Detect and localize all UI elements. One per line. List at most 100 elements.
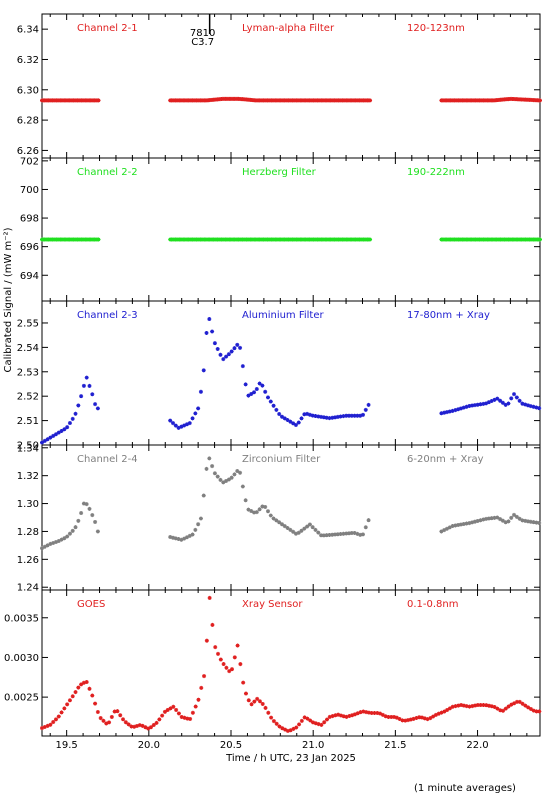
data-point xyxy=(368,98,373,103)
data-point xyxy=(79,511,84,516)
data-point xyxy=(316,530,321,535)
data-point xyxy=(238,662,243,667)
panel-4: 1.24 1.26 1.28 1.30 1.32 1.34 Channel 2-4 Zirco… xyxy=(17,443,542,594)
data-point xyxy=(478,518,483,523)
data-point xyxy=(453,408,458,413)
data-point xyxy=(53,540,58,545)
data-point xyxy=(363,407,368,412)
data-point xyxy=(179,424,184,429)
data-point xyxy=(53,717,58,722)
data-point xyxy=(464,521,469,526)
y-tick-label: 1.30 xyxy=(17,499,39,510)
data-point xyxy=(484,516,489,521)
data-point xyxy=(254,510,259,515)
data-point xyxy=(335,414,340,419)
data-point xyxy=(238,345,243,350)
data-point xyxy=(299,718,304,723)
data-point xyxy=(62,706,67,711)
data-point xyxy=(472,403,477,408)
data-point xyxy=(514,514,519,519)
data-point xyxy=(218,657,223,662)
data-point xyxy=(313,414,318,419)
data-point xyxy=(517,398,522,403)
data-point xyxy=(218,477,223,482)
data-point xyxy=(498,517,503,522)
x-axis-label: Time / h UTC, 23 Jan 2025 xyxy=(225,753,356,764)
data-point xyxy=(40,726,44,731)
data-point xyxy=(534,709,539,714)
data-point xyxy=(349,531,354,536)
data-point xyxy=(271,719,276,724)
data-point xyxy=(232,472,237,477)
data-point xyxy=(531,404,536,409)
data-point xyxy=(93,402,98,407)
data-point xyxy=(467,704,472,709)
data-point xyxy=(481,517,486,522)
data-point xyxy=(506,704,511,709)
data-point xyxy=(475,518,480,523)
data-point xyxy=(330,415,335,420)
flare-marker-label: 7810 xyxy=(190,28,215,39)
data-point xyxy=(369,710,374,715)
data-point xyxy=(467,521,472,526)
data-point xyxy=(126,722,131,727)
data-point xyxy=(338,531,343,536)
data-point xyxy=(229,475,234,480)
data-point xyxy=(73,411,78,416)
data-point xyxy=(517,516,522,521)
data-point xyxy=(372,710,377,715)
panel-5: 0.0025 0.0030 0.0035 GOES Xray Sensor 0.1-0.8… xyxy=(4,589,542,751)
data-point xyxy=(389,714,394,719)
data-point xyxy=(475,402,480,407)
data-point xyxy=(293,531,298,536)
data-point xyxy=(321,533,326,538)
data-series xyxy=(40,96,542,103)
data-point xyxy=(221,662,226,667)
data-point xyxy=(173,536,178,541)
data-point xyxy=(400,718,405,723)
data-point xyxy=(386,714,391,719)
data-point xyxy=(140,723,145,728)
data-point xyxy=(358,413,363,418)
data-point xyxy=(240,484,245,489)
data-point xyxy=(271,403,276,408)
data-point xyxy=(51,433,56,438)
data-point xyxy=(341,414,346,419)
data-point xyxy=(90,513,95,518)
data-point xyxy=(40,546,44,551)
data-point xyxy=(160,713,165,718)
data-point xyxy=(210,622,215,627)
data-point xyxy=(70,694,75,699)
data-point xyxy=(495,706,500,711)
data-point xyxy=(506,401,511,406)
data-point xyxy=(500,400,505,405)
data-point xyxy=(255,696,260,701)
data-point xyxy=(408,717,413,722)
y-tick-label: 6.34 xyxy=(17,25,39,36)
data-point xyxy=(489,398,494,403)
data-point xyxy=(436,711,441,716)
panel-frame xyxy=(41,157,541,302)
data-point xyxy=(285,525,290,530)
data-point xyxy=(481,401,486,406)
data-point xyxy=(537,406,542,411)
data-point xyxy=(425,717,430,722)
data-point xyxy=(277,724,282,729)
data-point xyxy=(512,512,517,517)
data-point xyxy=(81,383,86,388)
data-point xyxy=(503,402,508,407)
data-point xyxy=(307,522,312,527)
data-point xyxy=(335,532,340,537)
data-point xyxy=(285,728,290,733)
data-point xyxy=(456,522,461,527)
data-point xyxy=(176,711,181,716)
data-point xyxy=(473,703,478,708)
data-point xyxy=(352,712,357,717)
data-point xyxy=(81,680,86,685)
data-point xyxy=(456,407,461,412)
channel-label: Zirconium Filter xyxy=(242,454,321,465)
data-point xyxy=(73,690,78,695)
data-point xyxy=(132,724,137,729)
data-point xyxy=(442,528,447,533)
data-point xyxy=(193,704,198,709)
